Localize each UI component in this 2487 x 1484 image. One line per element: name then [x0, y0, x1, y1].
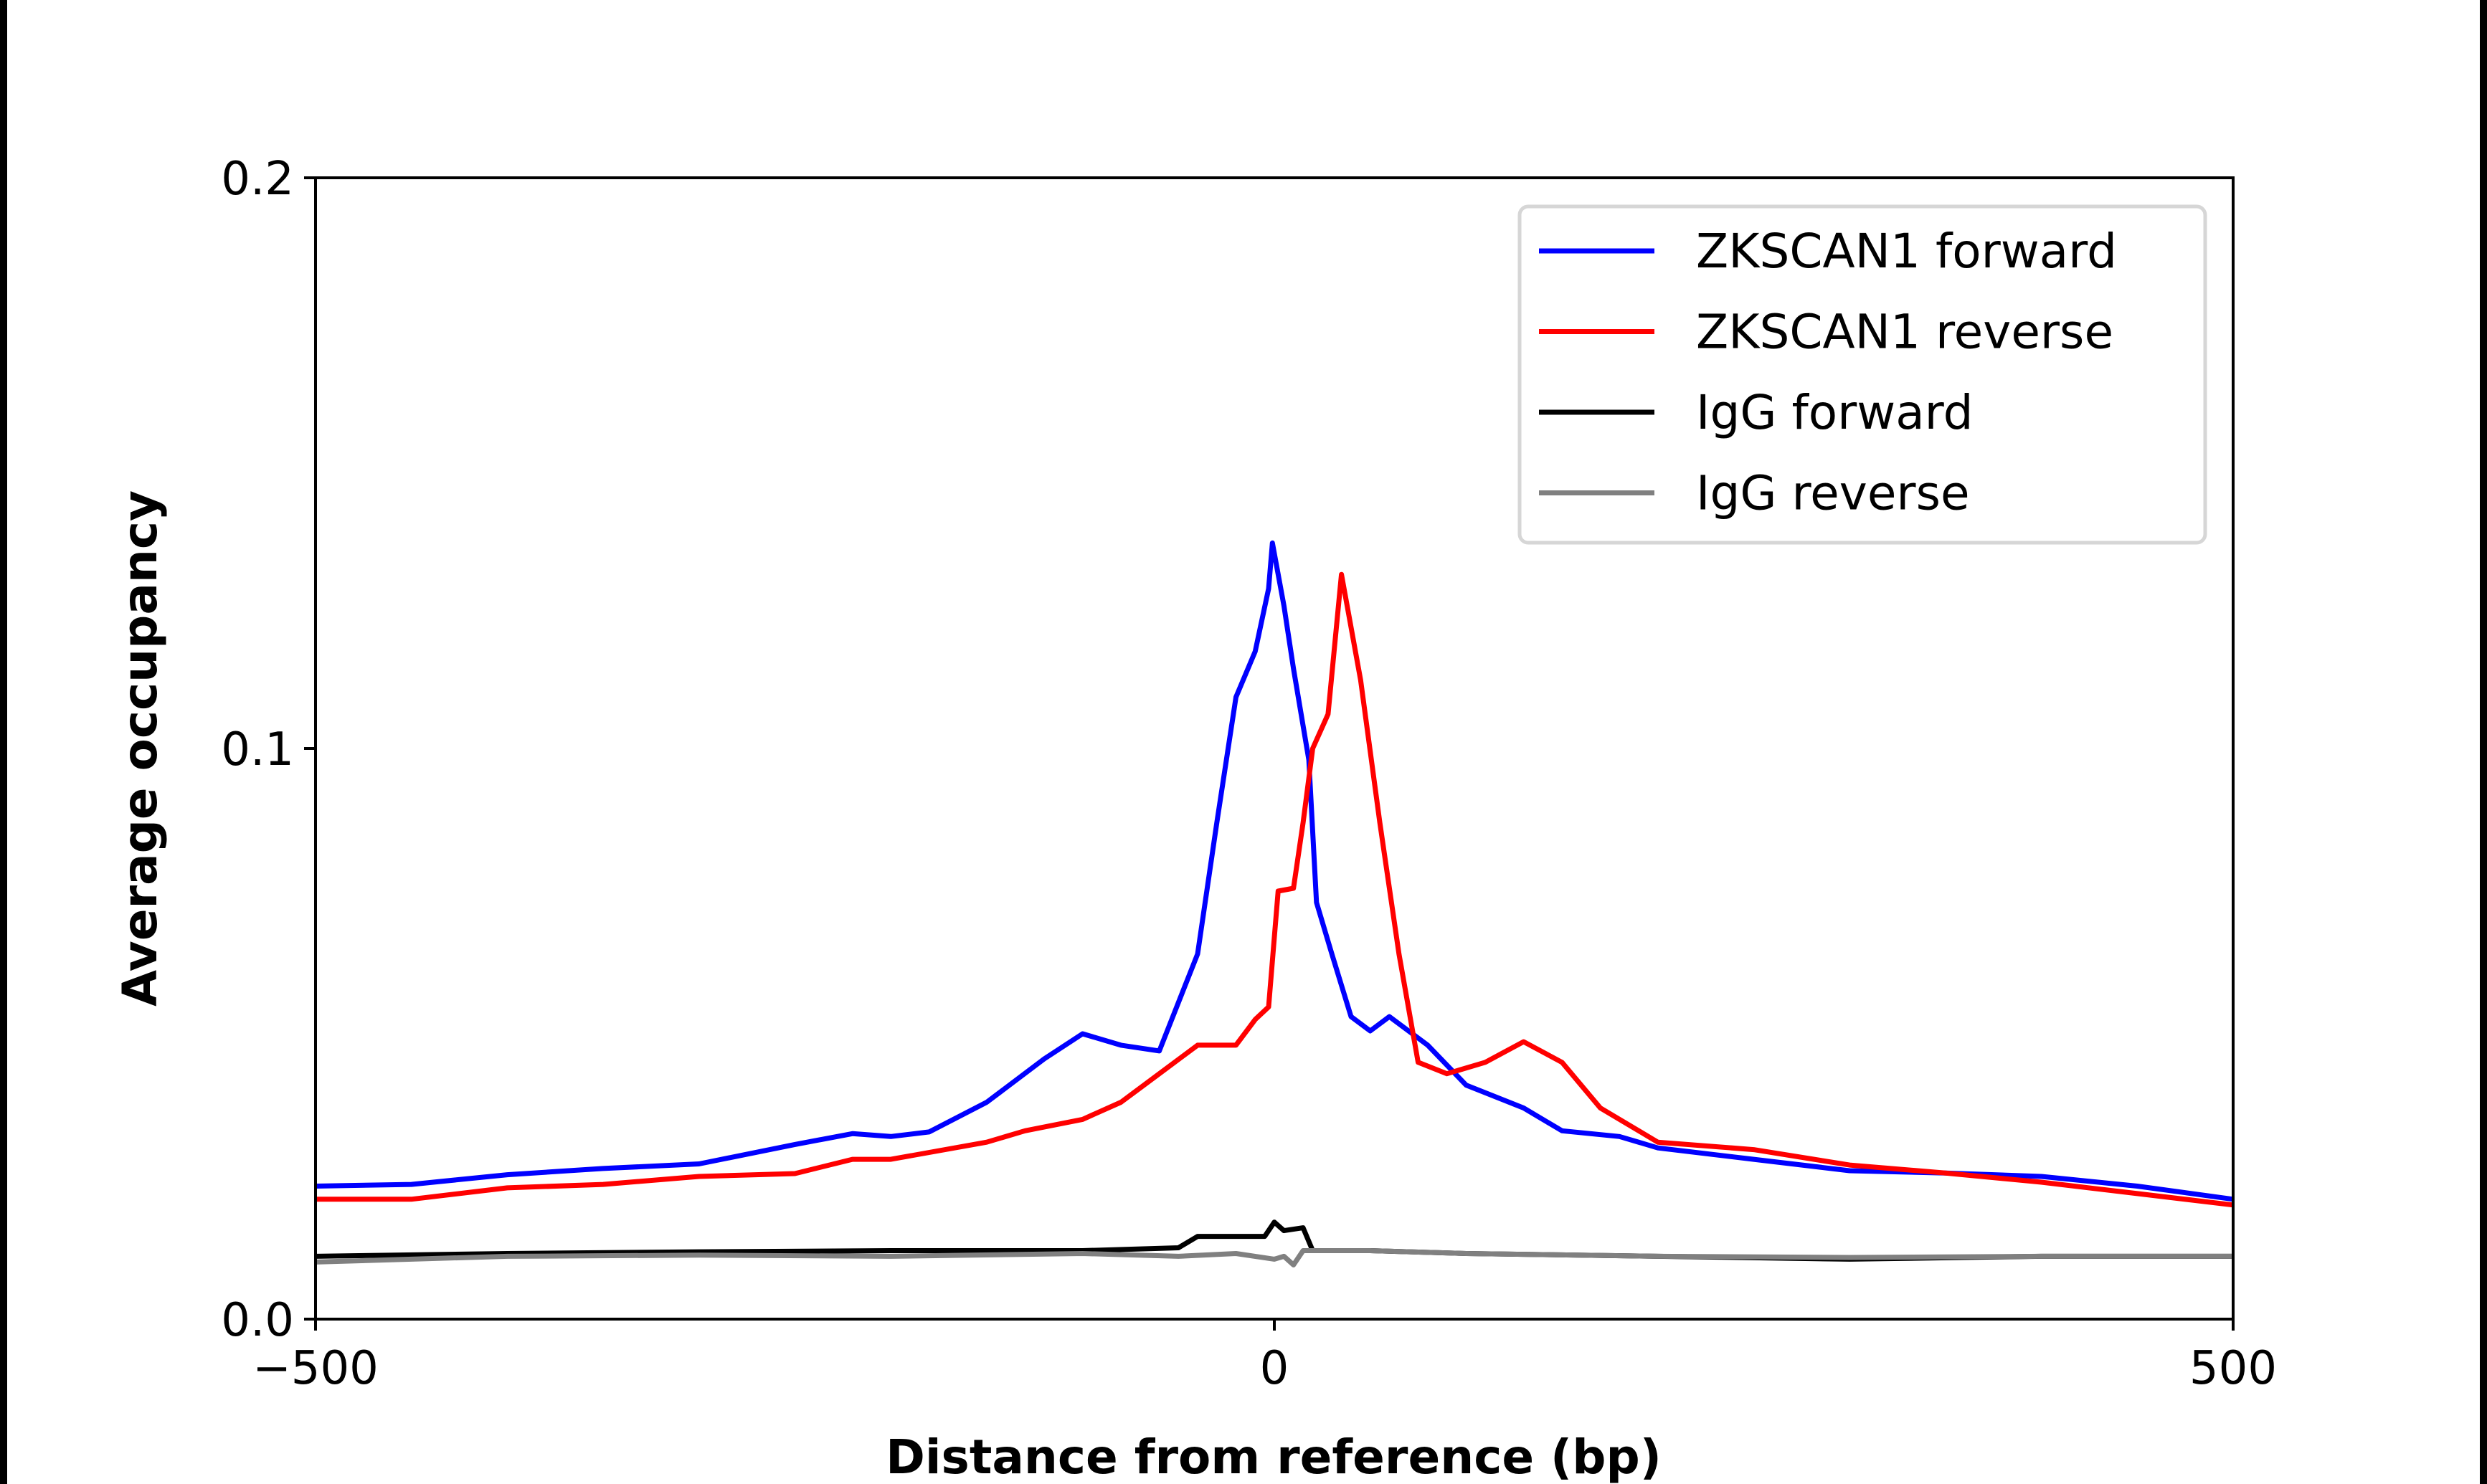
- left-border: [0, 0, 7, 1484]
- x-axis-label: Distance from reference (bp): [886, 1430, 1662, 1484]
- legend-label: ZKSCAN1 forward: [1696, 224, 2117, 279]
- y-tick-label: 0.0: [221, 1294, 294, 1347]
- y-axis-label: Average occupancy: [113, 490, 168, 1007]
- series-line-zkscan1-forward: [315, 540, 2234, 1202]
- y-tick-label: 0.1: [221, 723, 294, 776]
- legend-label: ZKSCAN1 reverse: [1696, 305, 2113, 360]
- right-border: [2480, 0, 2487, 1484]
- legend-label: IgG forward: [1696, 385, 1974, 440]
- axis-ticks: −500 0 500 0.0 0.1 0.2: [221, 153, 2277, 1395]
- x-tick-label: −500: [252, 1342, 379, 1395]
- series-line-zkscan1-reverse: [316, 571, 2234, 1208]
- series-layer: [315, 540, 2234, 1267]
- x-tick-label: 500: [2189, 1342, 2277, 1395]
- legend-label: IgG reverse: [1696, 466, 1970, 521]
- series-line-igg-reverse: [315, 1248, 2233, 1267]
- y-tick-label: 0.2: [221, 153, 294, 206]
- x-tick-label: 0: [1260, 1342, 1289, 1395]
- legend: ZKSCAN1 forward ZKSCAN1 reverse IgG forwar…: [1517, 204, 2207, 545]
- legend-box: [1517, 204, 2207, 545]
